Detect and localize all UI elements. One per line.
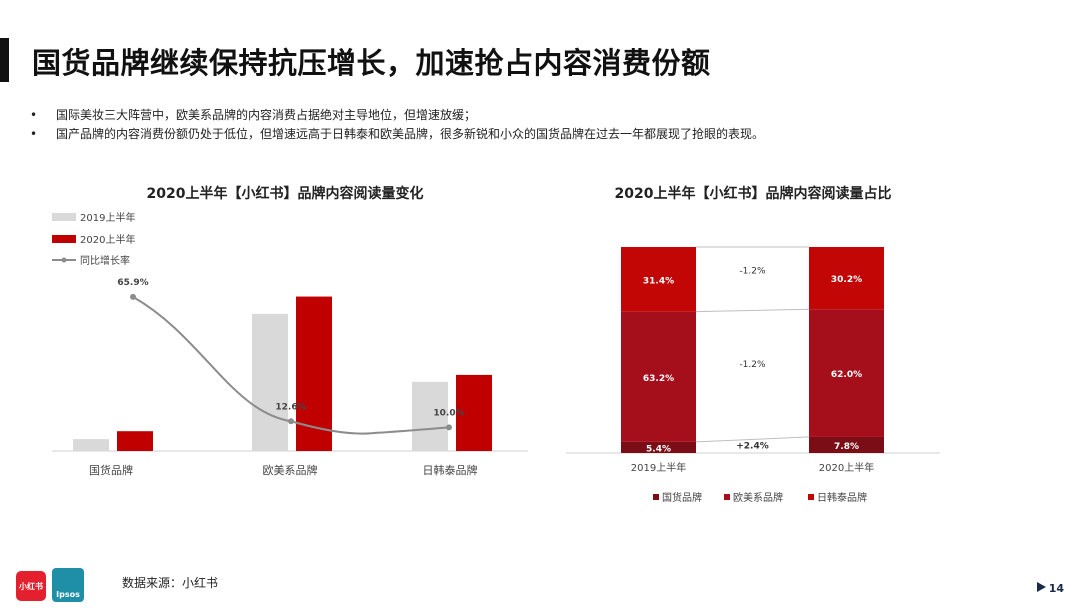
xiaohongshu-logo: 小红书 — [16, 571, 46, 601]
bar-2019 — [412, 381, 448, 451]
change-label: -1.2% — [739, 360, 766, 370]
x-tick-label: 2019上半年 — [631, 461, 686, 474]
segment-value-label: 7.8% — [834, 442, 859, 452]
growth-point — [130, 293, 136, 300]
right-chart-change-labels: -1.2% -1.2% +2.4% — [736, 266, 769, 451]
growth-rate-points: 65.9% 12.6% 10.0% — [117, 278, 465, 431]
bullet-text: 国际美妆三大阵营中，欧美系品牌的内容消费占据绝对主导地位，但增速放缓； — [56, 108, 477, 122]
left-chart-bars — [73, 296, 492, 451]
bullet-item: • 国际美妆三大阵营中，欧美系品牌的内容消费占据绝对主导地位，但增速放缓； — [30, 106, 764, 125]
legend-swatch — [653, 494, 659, 500]
segment-connector-line — [695, 308, 810, 313]
segment-value-label: 31.4% — [643, 276, 674, 286]
right-chart-legend: 国货品牌 欧美系品牌 日韩泰品牌 — [653, 491, 867, 504]
legend-swatch — [808, 494, 814, 500]
page-title: 国货品牌继续保持抗压增长，加速抢占内容消费份额 — [32, 46, 711, 80]
legend-label: 国货品牌 — [662, 491, 702, 504]
stacked-segment — [809, 436, 884, 453]
change-label: -1.2% — [739, 266, 766, 276]
stacked-segment — [621, 441, 696, 453]
right-chart-bars: 5.4% 63.2% 31.4% 7.8% 62.0% 30.2% — [621, 247, 884, 454]
title-accent-bar — [0, 38, 9, 82]
bullet-item: • 国产品牌的内容消费份额仍处于低位，但增速远高于日韩泰和欧美品牌，很多新锐和小… — [30, 125, 764, 144]
bar-2020 — [117, 431, 153, 451]
bullet-dot: • — [30, 127, 38, 141]
bullet-dot: • — [30, 108, 38, 122]
x-tick-label: 2020上半年 — [819, 461, 874, 474]
legend-swatch-2019 — [52, 213, 76, 221]
segment-value-label: 5.4% — [646, 444, 671, 454]
legend-label: 日韩泰品牌 — [817, 491, 867, 504]
segment-value-label: 63.2% — [643, 374, 674, 384]
legend-label-growth: 同比增长率 — [80, 254, 130, 267]
legend-label: 欧美系品牌 — [733, 491, 783, 504]
segment-value-label: 62.0% — [831, 370, 862, 380]
stacked-segment — [809, 309, 884, 437]
stacked-segment — [621, 247, 696, 312]
left-chart-title: 2020上半年【小红书】品牌内容阅读量变化 — [147, 185, 424, 202]
x-tick-label: 欧美系品牌 — [263, 463, 318, 477]
ipsos-logo: Ipsos — [52, 568, 84, 602]
growth-data-label: 12.6% — [275, 402, 306, 412]
bullet-list: • 国际美妆三大阵营中，欧美系品牌的内容消费占据绝对主导地位，但增速放缓； • … — [30, 106, 764, 144]
right-chart-x-labels: 2019上半年 2020上半年 — [631, 461, 874, 474]
right-chart-connectors — [695, 246, 810, 443]
growth-point — [288, 418, 294, 425]
legend-marker-growth — [61, 257, 67, 263]
left-chart-x-labels: 国货品牌 欧美系品牌 日韩泰品牌 — [89, 463, 478, 477]
stacked-segment — [621, 311, 696, 442]
page-number: 14 — [1048, 582, 1064, 595]
legend-label-2019: 2019上半年 — [80, 211, 135, 224]
bar-2019 — [252, 313, 288, 451]
change-label: +2.4% — [736, 441, 769, 451]
right-chart-title: 2020上半年【小红书】品牌内容阅读量占比 — [615, 185, 892, 202]
x-tick-label: 国货品牌 — [89, 463, 133, 477]
growth-rate-line — [132, 296, 450, 435]
growth-data-label: 65.9% — [117, 278, 148, 288]
legend-label-2020: 2020上半年 — [80, 233, 135, 246]
data-source-note: 数据来源：小红书 — [122, 576, 219, 590]
legend-swatch-2020 — [52, 235, 76, 243]
growth-point — [446, 424, 452, 431]
growth-data-label: 10.0% — [433, 408, 464, 418]
bar-2019 — [73, 439, 109, 451]
bullet-text: 国产品牌的内容消费份额仍处于低位，但增速远高于日韩泰和欧美品牌，很多新锐和小众的… — [56, 127, 765, 141]
legend-swatch — [724, 494, 730, 500]
bar-2020 — [456, 374, 492, 451]
segment-value-label: 30.2% — [831, 275, 862, 285]
stacked-segment — [809, 247, 884, 310]
x-tick-label: 日韩泰品牌 — [423, 463, 478, 477]
next-page-arrow-icon — [1037, 582, 1046, 592]
segment-connector-line — [695, 436, 810, 443]
